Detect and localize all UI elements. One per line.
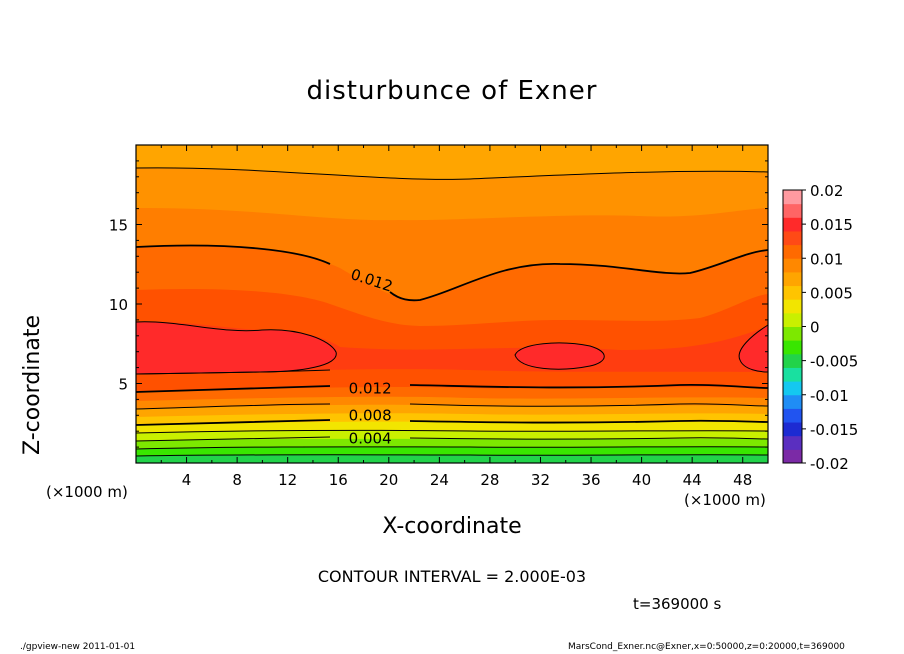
colorbar-segment bbox=[783, 340, 802, 355]
z-unit-label: (×1000 m) bbox=[46, 483, 128, 501]
colorbar-tick-label: 0.015 bbox=[810, 216, 853, 234]
x-tick-label: 40 bbox=[632, 471, 651, 489]
x-tick-label: 4 bbox=[182, 471, 192, 489]
contour-line bbox=[135, 446, 769, 450]
contour-line bbox=[738, 324, 769, 373]
x-tick-label: 32 bbox=[531, 471, 550, 489]
x-tick-label: 24 bbox=[430, 471, 449, 489]
contour-line bbox=[135, 321, 337, 375]
contour-line bbox=[135, 403, 769, 410]
colorbar-tick-label: -0.02 bbox=[810, 455, 849, 473]
colorbar-segment bbox=[783, 394, 802, 409]
footer-right: MarsCond_Exner.nc@Exner,x=0:50000,z=0:20… bbox=[568, 642, 845, 652]
contour-lines bbox=[135, 167, 769, 457]
y-axis: 5 10 15 bbox=[109, 160, 768, 448]
colorbar-segment bbox=[783, 271, 802, 287]
colorbar-segment bbox=[783, 244, 802, 259]
x-unit-label: (×1000 m) bbox=[684, 491, 766, 509]
colorbar-segment bbox=[783, 190, 802, 205]
y-tick-label: 15 bbox=[109, 217, 128, 235]
contour-line bbox=[514, 342, 605, 370]
colorbar-segment bbox=[783, 435, 802, 450]
contour-line bbox=[135, 419, 769, 426]
colorbar-tick-label: 0.02 bbox=[810, 182, 843, 200]
contour-label: 0.004 bbox=[349, 429, 392, 447]
chart-title: disturbunce of Exner bbox=[306, 76, 598, 106]
y-axis-label: Z-coordinate bbox=[20, 315, 45, 455]
colorbar-segment bbox=[783, 381, 802, 396]
colorbar-tick-label: 0.01 bbox=[810, 250, 843, 268]
colorbar-segment bbox=[783, 217, 802, 232]
x-axis-label: X-coordinate bbox=[382, 514, 522, 539]
colorbar-segment bbox=[783, 258, 802, 273]
contour-line bbox=[135, 454, 769, 457]
contour-line bbox=[135, 167, 769, 180]
contour-line bbox=[135, 244, 769, 302]
contour-label: 0.012 bbox=[349, 379, 392, 397]
contour-interval: CONTOUR INTERVAL = 2.000E-03 bbox=[317, 567, 587, 586]
blob-right bbox=[739, 325, 768, 372]
colorbar-segment bbox=[783, 203, 802, 218]
time-stamp: t=369000 s bbox=[633, 595, 722, 613]
contour-label: 0.008 bbox=[349, 406, 392, 424]
colorbar: 0.02 0.015 0.01 0.005 0 -0.005 -0.01 -0.015 -0.0… bbox=[782, 182, 858, 473]
colorbar-segment bbox=[783, 367, 802, 382]
colorbar-segment bbox=[783, 353, 802, 368]
x-tick-label: 8 bbox=[232, 471, 242, 489]
blob-center bbox=[515, 343, 605, 370]
colorbar-segment bbox=[783, 422, 802, 437]
colorbar-segment bbox=[783, 326, 802, 341]
colorbar-segment bbox=[783, 285, 802, 300]
x-tick-label: 12 bbox=[278, 471, 297, 489]
contour-line bbox=[135, 436, 769, 442]
contour-fills bbox=[136, 145, 768, 464]
colorbar-tick-label: 0 bbox=[810, 319, 820, 337]
x-tick-label: 36 bbox=[581, 471, 600, 489]
contour-line bbox=[135, 429, 769, 434]
colorbar-tick-label: -0.01 bbox=[810, 387, 849, 405]
blob-left bbox=[136, 321, 337, 374]
colorbar-segment bbox=[783, 312, 802, 327]
colorbar-tick-label: -0.005 bbox=[810, 353, 858, 371]
x-tick-label: 48 bbox=[733, 471, 752, 489]
x-axis: 4 8 12 16 20 24 28 32 36 40 44 48 bbox=[160, 145, 752, 489]
colorbar-segment bbox=[783, 449, 802, 464]
x-tick-label: 20 bbox=[379, 471, 398, 489]
colorbar-segment bbox=[783, 408, 802, 423]
colorbar-segment bbox=[783, 299, 802, 314]
y-tick-label: 10 bbox=[109, 296, 128, 314]
colorbar-tick-label: 0.005 bbox=[810, 284, 853, 302]
colorbar-segment bbox=[783, 230, 802, 246]
colorbar-tick-label: -0.015 bbox=[810, 421, 858, 439]
y-tick-label: 5 bbox=[118, 376, 128, 394]
footer-left: ./gpview-new 2011-01-01 bbox=[20, 642, 136, 652]
band-15 bbox=[136, 454, 768, 463]
x-tick-label: 16 bbox=[329, 471, 348, 489]
x-tick-label: 28 bbox=[480, 471, 499, 489]
x-tick-label: 44 bbox=[683, 471, 702, 489]
contour-line bbox=[135, 383, 769, 393]
